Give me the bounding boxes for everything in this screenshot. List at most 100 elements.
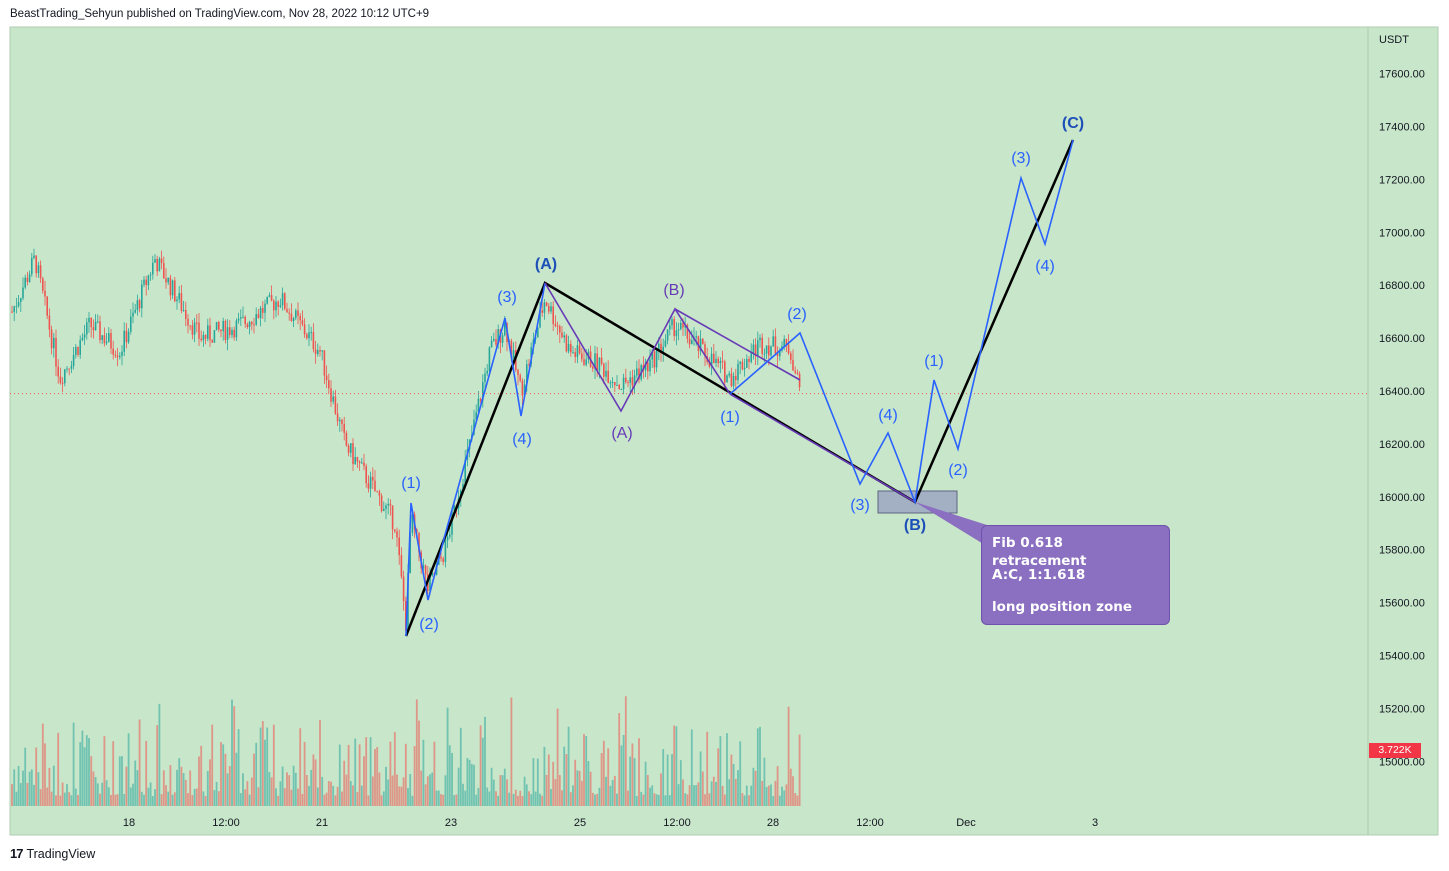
candle-body <box>688 338 691 345</box>
volume-bar <box>675 726 678 806</box>
volume-bar <box>495 791 497 806</box>
volume-bar <box>248 794 251 806</box>
volume-bar <box>662 749 665 806</box>
candle-body <box>108 333 110 342</box>
volume-bar <box>732 763 735 806</box>
candle-body <box>444 540 447 562</box>
candle-body <box>15 306 18 308</box>
candle-body <box>394 529 396 532</box>
candle-body <box>785 339 788 345</box>
candle-body <box>565 335 568 352</box>
volume-bar <box>222 744 225 806</box>
y-tick-label: 17000.00 <box>1379 227 1425 239</box>
candle-body <box>57 366 59 377</box>
candle-body <box>11 311 13 313</box>
note-pointer <box>915 502 990 545</box>
volume-bar <box>92 771 95 806</box>
candle-body <box>169 277 172 296</box>
volume-bar <box>46 787 49 806</box>
candle-body <box>504 322 506 336</box>
volume-bar <box>426 776 429 806</box>
y-tick-label: 16800.00 <box>1379 280 1425 292</box>
candle-body <box>191 325 194 335</box>
candle-body <box>490 340 493 348</box>
candle-body <box>713 353 715 363</box>
volume-bar <box>22 770 24 806</box>
volume-bar <box>217 791 220 806</box>
volume-bar <box>673 725 676 806</box>
volume-bar <box>59 795 62 806</box>
brand-name[interactable]: TradingView <box>26 846 96 861</box>
candle-body <box>290 313 293 321</box>
volume-bar <box>37 772 40 806</box>
candle-body <box>779 350 781 357</box>
volume-bar <box>704 794 706 806</box>
candle-body <box>303 324 306 335</box>
candle-body <box>576 345 579 357</box>
volume-bar <box>470 763 473 806</box>
candle-body <box>178 293 180 300</box>
candle-body <box>213 330 216 343</box>
volume-bar <box>299 728 302 806</box>
candle-body <box>391 505 394 530</box>
candle-body <box>116 355 119 358</box>
candle-body <box>83 334 86 338</box>
volume-bar <box>424 784 427 806</box>
volume-bar <box>140 791 143 806</box>
candle-body <box>13 306 15 312</box>
volume-bar <box>77 795 79 806</box>
candle-body <box>141 284 143 309</box>
volume-bar <box>235 752 238 806</box>
volume-bar <box>638 738 640 806</box>
candle-body <box>112 348 114 355</box>
candle-body <box>334 396 337 414</box>
volume-bar <box>737 770 739 806</box>
candle-body <box>339 419 341 422</box>
volume-bar <box>794 793 797 806</box>
volume-bar <box>330 781 332 806</box>
candle-body <box>204 335 207 339</box>
volume-bar <box>17 765 20 806</box>
volume-bar <box>74 788 77 806</box>
candle-body <box>330 388 332 402</box>
candle-body <box>105 341 108 344</box>
currency-label: USDT <box>1379 34 1409 46</box>
volume-bar <box>96 783 99 806</box>
candle-body <box>607 370 609 383</box>
volume-bar <box>147 787 150 806</box>
candle-body <box>550 306 552 312</box>
volume-bar <box>303 741 306 806</box>
candle-body <box>171 280 174 296</box>
candle-body <box>33 255 35 258</box>
volume-bar <box>352 785 354 806</box>
x-tick-label: 12:00 <box>663 817 691 829</box>
candle-body <box>20 298 22 303</box>
candle-body <box>218 322 220 330</box>
y-tick-label: 15600.00 <box>1379 598 1425 610</box>
volume-bar <box>420 770 423 806</box>
volume-bar <box>334 795 337 806</box>
volume-bar <box>765 787 768 806</box>
volume-bar <box>479 725 482 806</box>
volume-bar <box>796 795 799 806</box>
volume-bar <box>512 793 515 806</box>
x-tick-label: 23 <box>445 817 457 829</box>
volume-bar <box>94 777 97 806</box>
y-tick-label: 17200.00 <box>1379 174 1425 186</box>
volume-bar <box>543 746 546 806</box>
volume-bar <box>184 779 187 806</box>
volume-bar <box>123 794 126 806</box>
candle-body <box>768 345 770 356</box>
volume-bar <box>567 726 570 806</box>
volume-bar <box>695 785 698 806</box>
volume-bar <box>220 742 222 806</box>
volume-bar <box>173 792 176 806</box>
candle-body <box>345 432 348 446</box>
volume-bar <box>550 789 552 806</box>
candle-body <box>77 346 79 355</box>
candle-body <box>363 462 365 467</box>
volume-bar <box>72 722 75 806</box>
candle-body <box>418 532 420 553</box>
candle-body <box>356 457 359 462</box>
